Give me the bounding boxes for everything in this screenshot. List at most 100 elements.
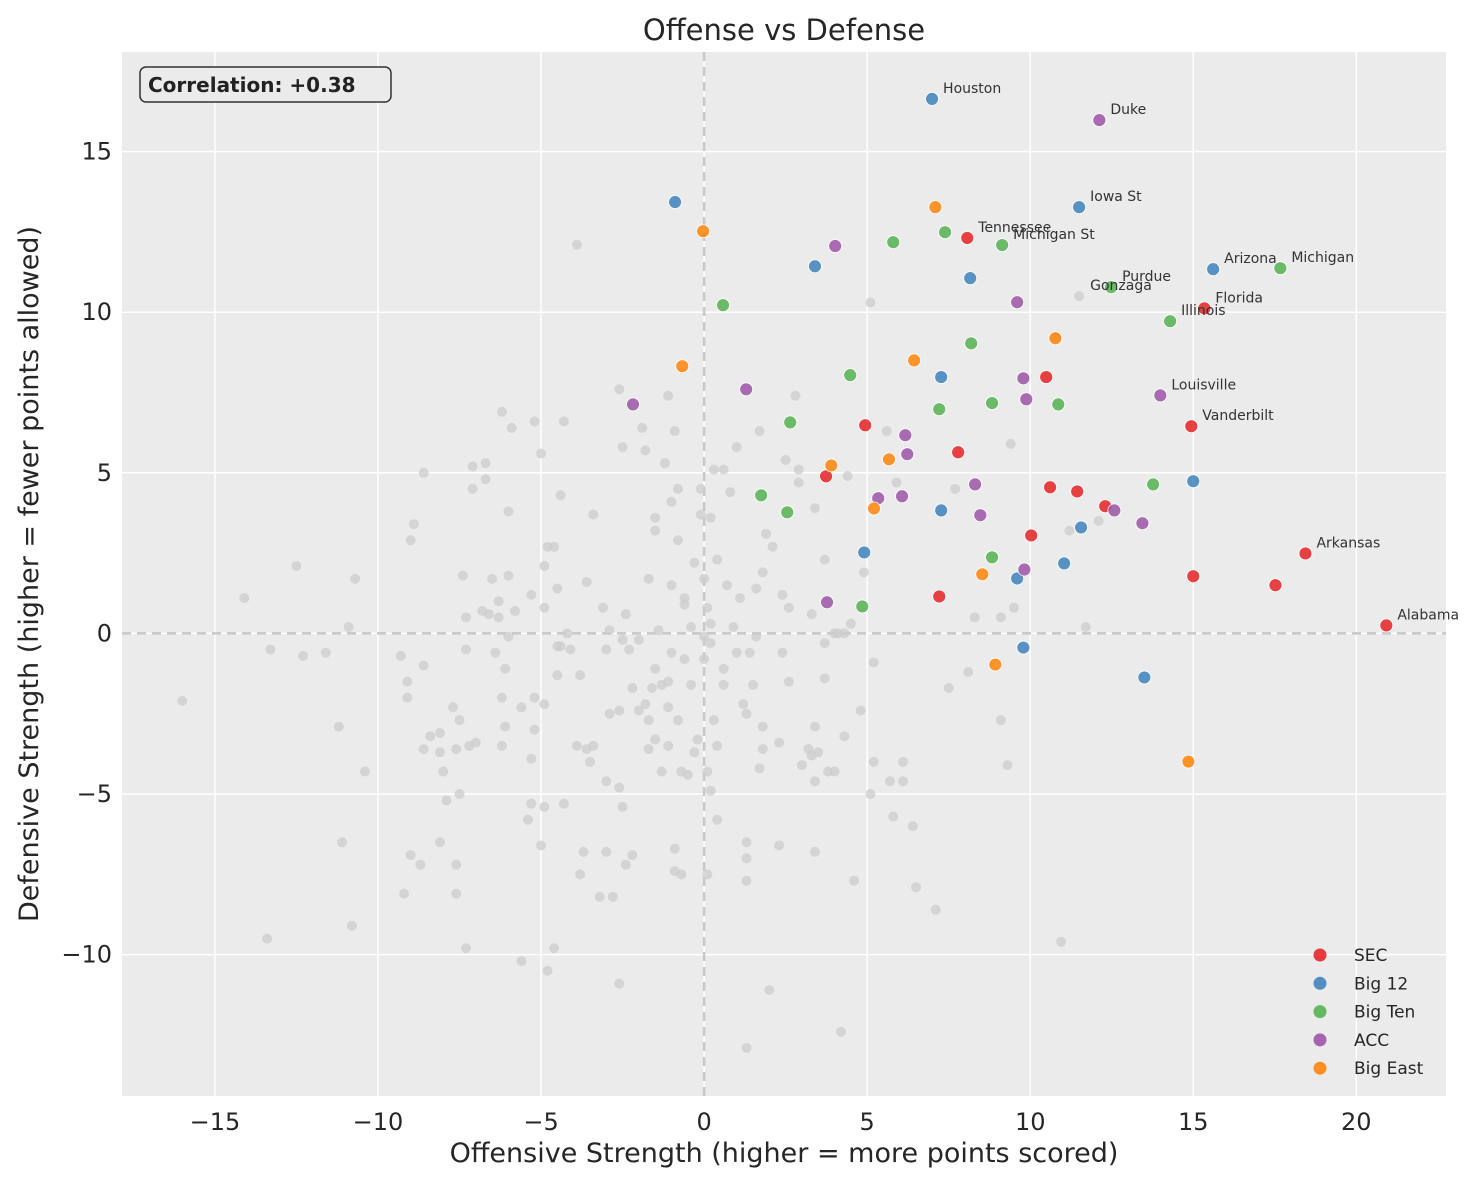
background-point	[819, 554, 830, 565]
background-point	[650, 734, 661, 745]
background-point	[865, 297, 876, 308]
background-point	[496, 692, 507, 703]
point-big-ten	[1163, 314, 1178, 329]
background-point	[451, 744, 462, 755]
point-sec	[1039, 370, 1054, 384]
background-point	[793, 477, 804, 488]
background-point	[620, 859, 631, 870]
background-point	[399, 888, 410, 899]
background-point	[448, 702, 458, 713]
point-big-east	[975, 567, 990, 582]
point-acc	[626, 397, 640, 412]
background-point	[490, 647, 501, 658]
background-point	[177, 695, 188, 706]
point-big-ten	[780, 505, 795, 520]
background-point	[496, 406, 507, 417]
background-point	[796, 760, 807, 771]
background-point	[813, 747, 824, 758]
background-point	[395, 650, 406, 661]
background-point	[575, 670, 586, 681]
background-point	[705, 638, 716, 649]
point-acc	[1153, 388, 1168, 403]
background-point	[614, 782, 625, 793]
y-axis-label: Defensive Strength (higher = fewer point…	[14, 226, 45, 922]
point-big-12	[1206, 262, 1221, 277]
background-point	[669, 843, 680, 854]
point-big-ten	[1104, 280, 1118, 295]
background-point	[402, 692, 413, 703]
background-point	[790, 390, 801, 401]
background-point	[868, 756, 879, 767]
point-big-12	[808, 259, 822, 274]
background-point	[712, 814, 723, 825]
background-point	[728, 622, 739, 633]
legend-marker	[1313, 976, 1327, 990]
point-big-12	[963, 271, 978, 286]
point-big-12	[934, 503, 949, 518]
background-point	[405, 850, 416, 861]
background-point	[575, 869, 586, 880]
background-point	[239, 593, 250, 604]
background-point	[783, 676, 794, 687]
correlation-text: Correlation: +0.38	[148, 73, 356, 97]
background-point	[695, 483, 706, 494]
background-point	[503, 570, 514, 581]
point-label: Louisville	[1171, 377, 1236, 393]
background-point	[529, 724, 540, 735]
point-sec	[1184, 419, 1199, 434]
legend-marker	[1313, 1005, 1327, 1019]
background-point	[858, 567, 869, 578]
background-point	[617, 801, 628, 812]
background-point	[679, 593, 690, 604]
point-acc	[1019, 392, 1034, 407]
point-label: Purdue	[1122, 269, 1171, 285]
background-point	[607, 891, 618, 902]
background-point	[777, 647, 788, 658]
point-big-12	[1074, 520, 1088, 535]
background-point	[734, 593, 745, 604]
background-point	[571, 740, 582, 751]
background-point	[686, 679, 697, 690]
background-point	[415, 859, 426, 870]
background-point	[663, 702, 674, 713]
x-tick-label: 5	[860, 1108, 875, 1136]
background-point	[503, 506, 514, 517]
background-point	[659, 458, 670, 469]
point-sec	[1268, 578, 1283, 593]
background-point	[617, 442, 628, 453]
background-point	[643, 744, 654, 755]
background-point	[506, 422, 517, 433]
x-tick-labels: −15 −10 −5 0 5 10 15 20	[190, 1108, 1372, 1136]
point-big-12	[1186, 474, 1201, 489]
background-point	[297, 650, 308, 661]
background-points	[177, 239, 1104, 1053]
background-point	[438, 766, 449, 777]
y-tick-label: 5	[97, 459, 112, 487]
background-point	[705, 785, 716, 796]
background-point	[588, 740, 599, 751]
point-label: Alabama	[1397, 607, 1459, 623]
background-point	[467, 483, 478, 494]
background-point	[943, 683, 954, 694]
background-point	[536, 840, 547, 851]
background-point	[819, 673, 830, 684]
background-point	[620, 609, 631, 620]
background-point	[614, 384, 625, 395]
background-point	[480, 458, 491, 469]
background-point	[617, 634, 628, 645]
background-point	[350, 573, 361, 584]
background-point	[402, 676, 413, 687]
point-acc	[1016, 371, 1031, 386]
background-point	[669, 426, 680, 437]
legend-label: Big 12	[1354, 974, 1408, 994]
point-acc	[1107, 503, 1122, 518]
background-point	[643, 715, 654, 726]
point-sec	[1070, 484, 1085, 499]
background-point	[601, 846, 612, 857]
background-point	[679, 654, 690, 665]
background-point	[529, 416, 540, 427]
background-point	[604, 708, 615, 719]
background-point	[1008, 602, 1019, 613]
point-sec	[1024, 528, 1039, 543]
